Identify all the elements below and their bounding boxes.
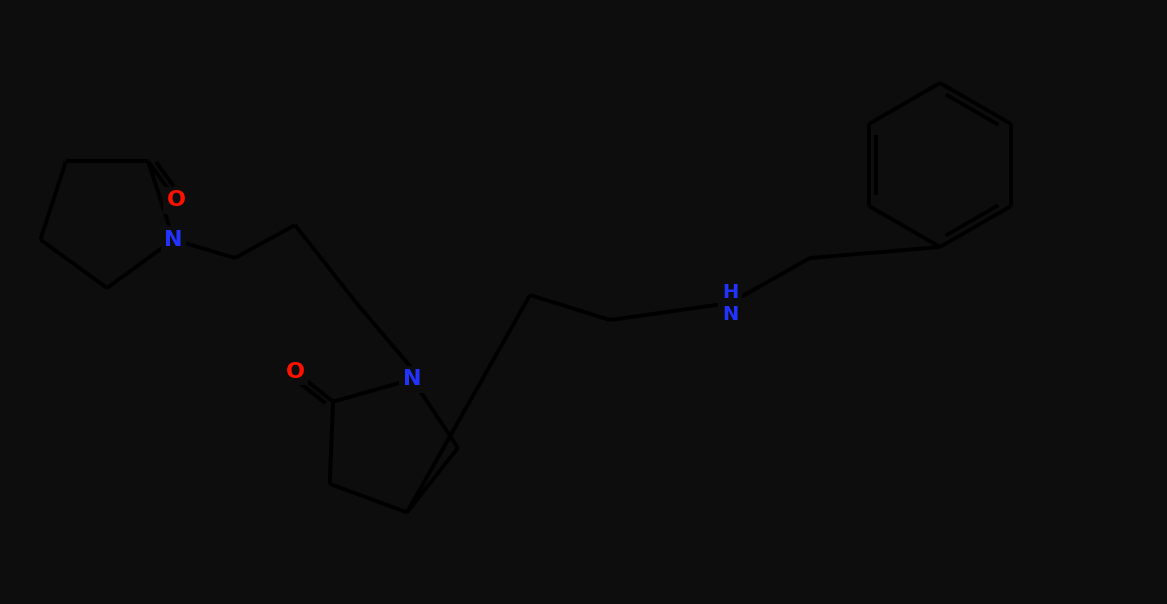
Text: N: N [403, 370, 421, 390]
Text: H
N: H N [722, 283, 738, 324]
Text: N: N [165, 230, 183, 249]
Text: O: O [167, 190, 186, 210]
Text: O: O [286, 362, 305, 382]
